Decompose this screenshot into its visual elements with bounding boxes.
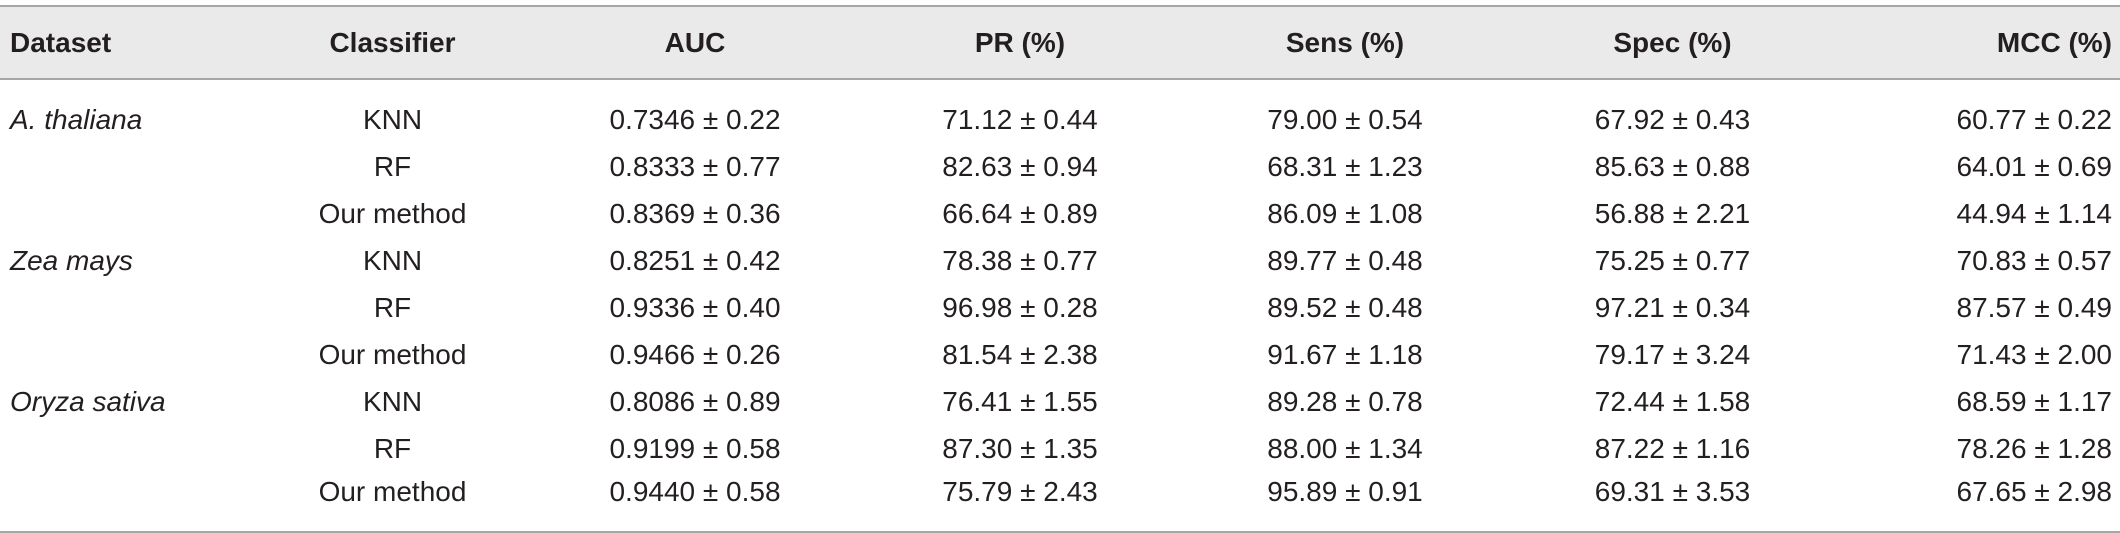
cell-dataset: Zea mays [10,244,133,276]
header-auc: AUC [664,26,726,58]
header-pr: PR (%) [974,26,1066,58]
cell-pr: 71.12 ± 0.44 [942,103,1098,135]
cell-pr: 76.41 ± 1.55 [942,385,1098,417]
cell-pr: 75.79 ± 2.43 [942,476,1098,507]
cell-classifier: RF [373,432,412,464]
cell-pr: 87.30 ± 1.35 [942,432,1098,464]
cell-pr: 78.38 ± 0.77 [942,244,1098,276]
header-classifier: Classifier [329,26,456,58]
header-spec: Spec (%) [1613,26,1732,58]
table-row: Zea mays KNN 0.8251 ± 0.42 78.38 ± 0.77 89.7… [0,237,2120,284]
cell-spec: 69.31 ± 3.53 [1594,476,1751,507]
cell-classifier: RF [373,291,412,323]
cell-sens: 89.77 ± 0.48 [1267,244,1423,276]
cell-auc: 0.8333 ± 0.77 [609,150,781,182]
cell-sens: 86.09 ± 1.08 [1267,197,1423,229]
cell-sens: 68.31 ± 1.23 [1267,150,1423,182]
table-header: Dataset Classifier AUC PR (%) Sens (%) S… [0,6,2120,79]
cell-auc: 0.9466 ± 0.26 [609,338,781,370]
cell-mcc: 68.59 ± 1.17 [1956,385,2113,417]
cell-sens: 79.00 ± 0.54 [1267,103,1423,135]
cell-spec: 67.92 ± 0.43 [1594,103,1751,135]
cell-mcc: 78.26 ± 1.28 [1956,432,2113,464]
cell-spec: 72.44 ± 1.58 [1594,385,1751,417]
cell-auc: 0.9440 ± 0.58 [609,476,781,507]
cell-spec: 97.21 ± 0.34 [1594,291,1751,323]
cell-auc: 0.7346 ± 0.22 [609,103,781,135]
cell-auc: 0.8086 ± 0.89 [609,385,781,417]
cell-spec: 75.25 ± 0.77 [1594,244,1751,276]
header-sens: Sens (%) [1285,26,1405,58]
table-row: A. thaliana KNN 0.7346 ± 0.22 71.12 ± 0.44 7… [0,79,2120,143]
cell-pr: 96.98 ± 0.28 [942,291,1098,323]
cell-spec: 85.63 ± 0.88 [1594,150,1751,182]
cell-dataset [0,425,255,472]
cell-classifier: Our method [318,197,467,229]
table-row: Oryza sativa KNN 0.8086 ± 0.89 76.41 ± 1.55… [0,378,2120,425]
cell-dataset [0,331,255,378]
header-row: Dataset Classifier AUC PR (%) Sens (%) S… [0,6,2120,79]
cell-pr: 82.63 ± 0.94 [942,150,1098,182]
cell-mcc: 87.57 ± 0.49 [1956,291,2113,323]
cell-dataset: A. thaliana [10,103,143,135]
cell-sens: 88.00 ± 1.34 [1267,432,1423,464]
cell-classifier: KNN [362,103,423,135]
cell-mcc: 64.01 ± 0.69 [1956,150,2113,182]
table-row: Our method 0.9440 ± 0.58 75.79 ± 2.43 95.89… [0,472,2120,532]
cell-sens: 89.52 ± 0.48 [1267,291,1423,323]
cell-auc: 0.8251 ± 0.42 [609,244,781,276]
table-body: A. thaliana KNN 0.7346 ± 0.22 71.12 ± 0.44 7… [0,79,2120,532]
cell-mcc: 71.43 ± 2.00 [1956,338,2113,370]
cell-pr: 81.54 ± 2.38 [942,338,1098,370]
header-dataset: Dataset [10,26,112,58]
table-row: Our method 0.9466 ± 0.26 81.54 ± 2.38 91.67… [0,331,2120,378]
cell-classifier: KNN [362,244,423,276]
cell-auc: 0.9336 ± 0.40 [609,291,781,323]
cell-spec: 56.88 ± 2.21 [1594,197,1751,229]
cell-classifier: RF [373,150,412,182]
table-row: RF 0.9336 ± 0.40 96.98 ± 0.28 89.52 ± 0.48 9… [0,284,2120,331]
cell-sens: 91.67 ± 1.18 [1267,338,1423,370]
cell-dataset [0,284,255,331]
cell-classifier: Our method [318,476,467,507]
cell-mcc: 60.77 ± 0.22 [1956,103,2113,135]
cell-dataset [0,143,255,190]
cell-auc: 0.8369 ± 0.36 [609,197,781,229]
header-mcc: MCC (%) [1996,26,2112,58]
cell-pr: 66.64 ± 0.89 [942,197,1098,229]
cell-spec: 79.17 ± 3.24 [1594,338,1751,370]
cell-spec: 87.22 ± 1.16 [1594,432,1751,464]
cell-classifier: KNN [362,385,423,417]
table-row: Our method 0.8369 ± 0.36 66.64 ± 0.89 86.09… [0,190,2120,237]
cell-sens: 89.28 ± 0.78 [1267,385,1423,417]
cell-dataset: Oryza sativa [10,385,166,417]
cell-dataset [0,190,255,237]
cell-mcc: 44.94 ± 1.14 [1956,197,2113,229]
table-row: RF 0.9199 ± 0.58 87.30 ± 1.35 88.00 ± 1.34 8… [0,425,2120,472]
cell-dataset [0,472,255,532]
cell-auc: 0.9199 ± 0.58 [609,432,781,464]
table-row: RF 0.8333 ± 0.77 82.63 ± 0.94 68.31 ± 1.23 8… [0,143,2120,190]
cell-mcc: 67.65 ± 2.98 [1956,476,2113,507]
cell-sens: 95.89 ± 0.91 [1267,476,1423,507]
results-table: Dataset Classifier AUC PR (%) Sens (%) S… [0,5,2120,533]
cell-mcc: 70.83 ± 0.57 [1956,244,2113,276]
cell-classifier: Our method [318,338,467,370]
